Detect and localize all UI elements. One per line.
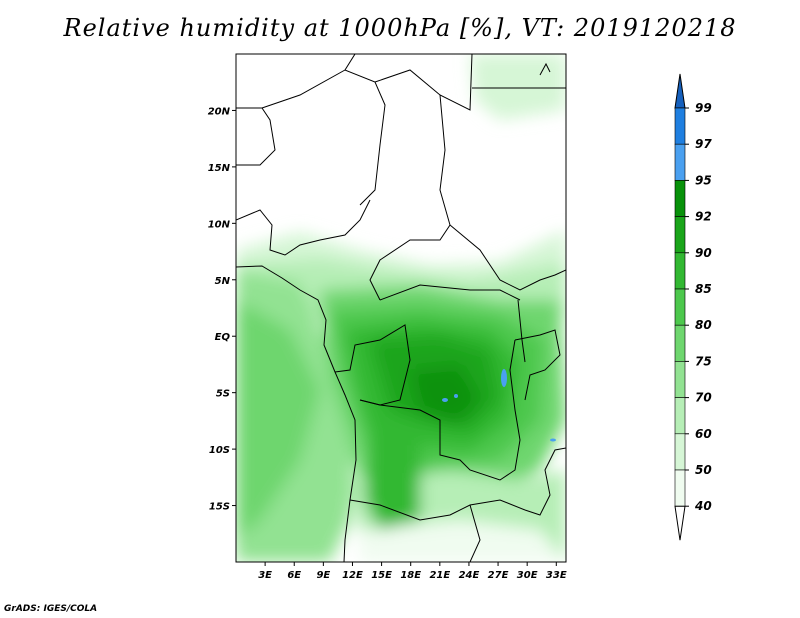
lat-tick-label: 5N <box>215 276 231 287</box>
colorbar-segment <box>674 143 686 181</box>
colorbar-segment <box>674 433 686 471</box>
lat-tick-label: EQ <box>215 332 231 343</box>
colorbar-segment <box>674 397 686 435</box>
colorbar-label: 90 <box>695 246 712 260</box>
map-frame <box>235 53 567 563</box>
lat-tick-label: 10S <box>209 445 230 456</box>
lat-tick-label: 15S <box>209 502 230 513</box>
lon-tick-label: 9E <box>316 570 330 581</box>
lon-tick-label: 33E <box>546 570 567 581</box>
colorbar-segment <box>674 361 686 398</box>
footer-credit: GrADS: IGES/COLA <box>4 604 98 614</box>
lon-tick-label: 24E <box>459 570 480 581</box>
colorbar-segment <box>674 252 686 290</box>
lat-axis: 20N 15N 10N 5N EQ 5S 10S 15S <box>208 106 236 513</box>
humidity-field <box>236 54 566 562</box>
colorbar-label: 97 <box>695 137 712 151</box>
colorbar-label: 80 <box>695 318 712 332</box>
lat-tick-label: 5S <box>216 389 230 400</box>
colorbar-top-arrow <box>674 73 686 109</box>
lon-tick-label: 30E <box>517 570 538 581</box>
lon-tick-label: 21E <box>429 570 450 581</box>
lon-axis: 3E 6E 9E 12E 15E 18E 21E 24E 27E 30E 33E <box>258 562 567 581</box>
colorbar-label: 70 <box>695 391 712 405</box>
colorbar-label: 40 <box>694 499 712 513</box>
colorbar-label: 60 <box>695 427 712 441</box>
colorbar: 99 97 95 92 90 85 80 75 70 60 50 40 <box>674 73 712 541</box>
colorbar-segment <box>674 288 686 326</box>
lon-tick-label: 12E <box>342 570 363 581</box>
colorbar-segment <box>674 469 686 507</box>
lat-tick-label: 20N <box>208 106 231 117</box>
colorbar-label: 95 <box>695 173 712 187</box>
colorbar-segment <box>674 324 686 362</box>
lon-tick-label: 3E <box>258 570 272 581</box>
colorbar-label: 99 <box>695 101 712 115</box>
colorbar-segment <box>674 107 686 145</box>
lat-tick-label: 10N <box>208 219 231 230</box>
colorbar-label: 92 <box>695 210 712 224</box>
lon-tick-label: 6E <box>287 570 301 581</box>
colorbar-segment <box>674 180 686 217</box>
colorbar-bottom-arrow <box>674 505 686 541</box>
colorbar-label: 85 <box>695 282 712 296</box>
colorbar-label: 75 <box>695 354 712 368</box>
lon-tick-label: 15E <box>371 570 392 581</box>
lon-tick-label: 27E <box>488 570 509 581</box>
colorbar-label: 50 <box>695 463 712 477</box>
lat-tick-label: 15N <box>208 163 231 174</box>
map-title: Relative humidity at 1000hPa [%], VT: 20… <box>63 14 737 42</box>
lon-tick-label: 18E <box>400 570 421 581</box>
colorbar-segment <box>674 216 686 254</box>
